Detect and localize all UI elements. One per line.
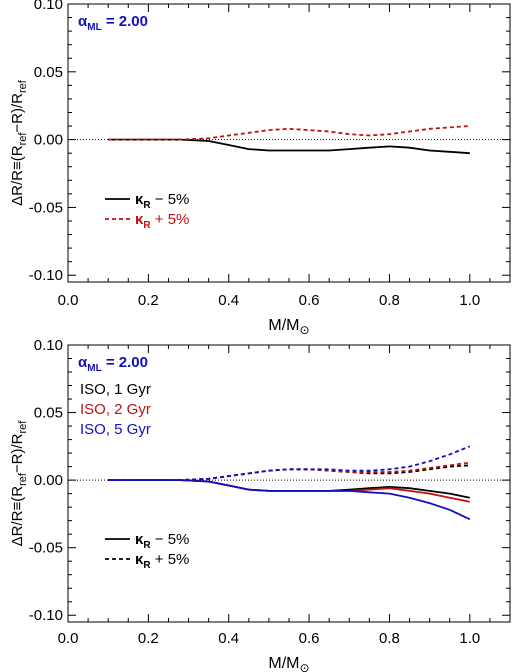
y-tick-label: 0.00: [34, 132, 63, 149]
legend-suffix: − 5%: [151, 191, 190, 208]
alpha-ml-annotation: αML = 2.00: [78, 13, 148, 33]
x-axis-label: M/M⊙: [268, 317, 309, 337]
y-axis-label-subscript: ref: [17, 132, 29, 146]
legend-symbol: κ: [135, 211, 144, 228]
legend-symbol: κ: [135, 191, 144, 208]
x-tick-label: 1.0: [459, 630, 480, 647]
legend-suffix: + 5%: [151, 551, 190, 568]
series-line: [108, 138, 470, 155]
x-axis-label-subscript: ⊙: [300, 323, 310, 337]
legend-label: κR − 5%: [135, 531, 189, 551]
iso-legend-entry: ISO, 1 Gyr: [80, 381, 151, 398]
y-tick-label: -0.05: [29, 199, 63, 216]
y-axis-label-part: −R)/R: [9, 433, 26, 473]
legend-label: κR + 5%: [135, 551, 189, 571]
alpha-ml-annotation: αML = 2.00: [78, 354, 148, 374]
x-tick-label: 0.4: [218, 292, 239, 309]
legend-suffix: − 5%: [151, 531, 190, 548]
x-tick-label: 0.6: [299, 630, 320, 647]
y-tick-label: 0.10: [34, 337, 63, 354]
y-axis-label: ΔR/R≡(Rref−R)/Rref: [9, 420, 29, 547]
y-tick-label: -0.10: [29, 267, 63, 284]
legend-subscript: R: [143, 200, 151, 211]
y-axis-label-subscript: ref: [17, 472, 29, 486]
iso-legend-entry: ISO, 2 Gyr: [80, 401, 151, 418]
chart-panel-1: 0.0 0.2 0.4 0.6 0.8 1.0 -0.10 -0.05 0.00 0.05 0.10…: [9, 0, 511, 337]
x-tick-label: 0.6: [299, 292, 320, 309]
y-tick-label: 0.10: [34, 0, 63, 13]
annotation-subscript: ML: [87, 22, 101, 33]
legend-symbol: κ: [135, 551, 144, 568]
y-tick-label: -0.10: [29, 607, 63, 624]
series-line: [108, 479, 471, 521]
x-tick-label: 0.8: [379, 630, 400, 647]
annotation-symbol: α: [78, 354, 88, 371]
x-axis-label-main: M/M: [268, 655, 299, 672]
annotation-value: = 2.00: [102, 354, 148, 371]
y-axis-label-subscript: ref: [17, 420, 29, 434]
plot-frame: [67, 3, 511, 283]
annotation-symbol: α: [78, 13, 88, 30]
annotation-subscript: ML: [87, 363, 101, 374]
chart-panel-2: 0.0 0.2 0.4 0.6 0.8 1.0 -0.10 -0.05 0.00 0.05 0.10…: [9, 337, 511, 672]
y-axis-label-subscript: ref: [17, 79, 29, 93]
annotation-value: = 2.00: [102, 13, 148, 30]
legend-subscript: R: [143, 560, 151, 571]
x-axis-label-main: M/M: [268, 317, 299, 334]
legend-label: κR − 5%: [135, 191, 189, 211]
y-tick-label: -0.05: [29, 540, 63, 557]
x-axis-label: M/M⊙: [268, 655, 309, 672]
x-tick-label: 0.2: [138, 292, 159, 309]
series-line: [108, 125, 470, 141]
legend-symbol: κ: [135, 531, 144, 548]
x-tick-label: 0.0: [58, 630, 79, 647]
legend-label: κR + 5%: [135, 211, 189, 231]
x-tick-label: 0.0: [58, 292, 79, 309]
legend-subscript: R: [143, 220, 151, 231]
series-line: [108, 479, 470, 499]
y-axis-label-part: ΔR/R≡(R: [9, 486, 26, 547]
x-tick-label: 0.2: [138, 630, 159, 647]
y-tick-label: 0.05: [34, 64, 63, 81]
x-tick-label: 0.8: [379, 292, 400, 309]
x-tick-label: 1.0: [459, 292, 480, 309]
iso-legend-entry: ISO, 5 Gyr: [80, 421, 151, 438]
legend-suffix: + 5%: [151, 211, 190, 228]
series-line: [108, 464, 470, 482]
y-tick-label: 0.05: [34, 405, 63, 422]
y-axis-label-part: −R)/R: [9, 93, 26, 133]
y-axis-label-part: ΔR/R≡(R: [9, 145, 26, 206]
y-tick-label: 0.00: [34, 472, 63, 489]
x-axis-label-subscript: ⊙: [300, 661, 310, 672]
legend-subscript: R: [143, 540, 151, 551]
series-line: [108, 445, 471, 482]
x-tick-label: 0.4: [218, 630, 239, 647]
y-axis-label: ΔR/R≡(Rref−R)/Rref: [9, 79, 29, 206]
